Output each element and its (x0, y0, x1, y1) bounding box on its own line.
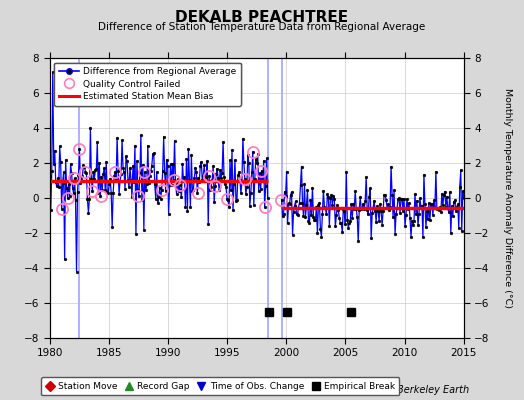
Text: Berkeley Earth: Berkeley Earth (397, 385, 469, 395)
Y-axis label: Monthly Temperature Anomaly Difference (°C): Monthly Temperature Anomaly Difference (… (504, 88, 512, 308)
Text: DEKALB PEACHTREE: DEKALB PEACHTREE (176, 10, 348, 25)
Text: Difference of Station Temperature Data from Regional Average: Difference of Station Temperature Data f… (99, 22, 425, 32)
Legend: Station Move, Record Gap, Time of Obs. Change, Empirical Break: Station Move, Record Gap, Time of Obs. C… (41, 378, 399, 396)
Legend: Difference from Regional Average, Quality Control Failed, Estimated Station Mean: Difference from Regional Average, Qualit… (54, 62, 241, 106)
